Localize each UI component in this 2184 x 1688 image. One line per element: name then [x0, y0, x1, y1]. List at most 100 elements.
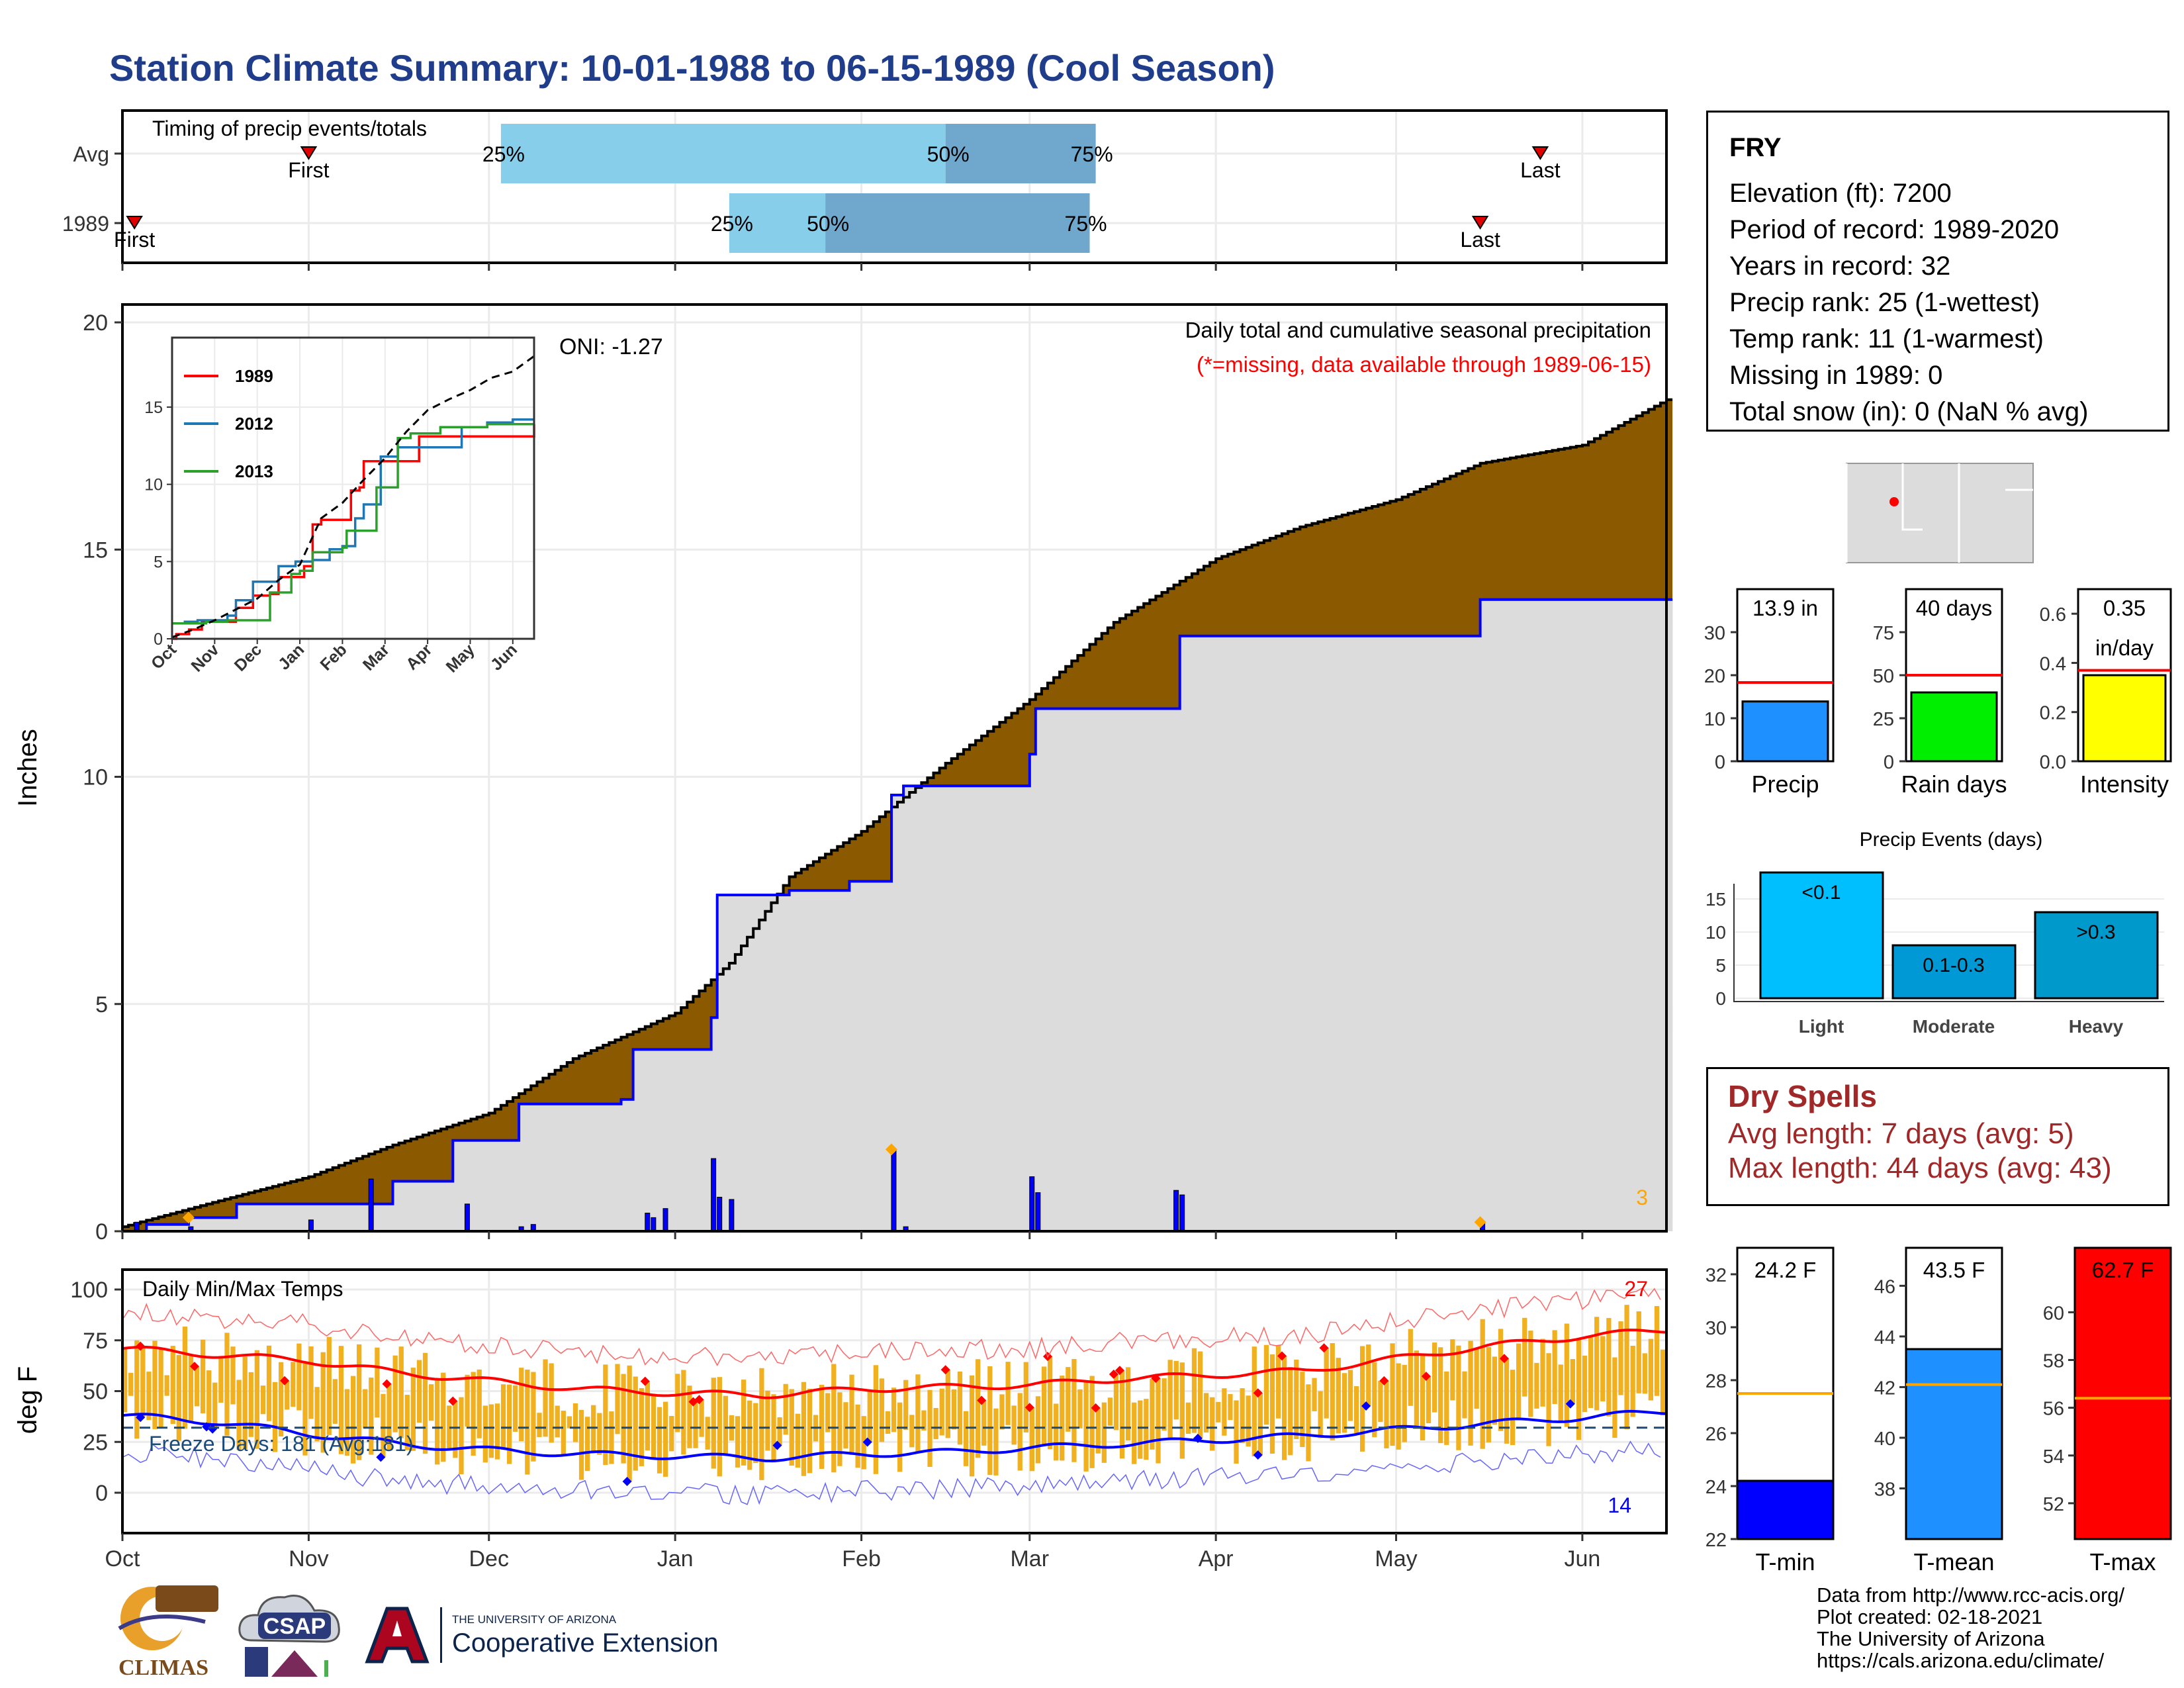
inset-bg — [172, 338, 534, 639]
daily-temp-range-bar — [170, 1346, 175, 1425]
inset-legend-label: 2012 — [235, 414, 273, 434]
daily-temp-range-bar — [999, 1394, 1005, 1430]
daily-temp-range-bar — [134, 1340, 140, 1439]
station-years: Years in record: 32 — [1729, 252, 1951, 281]
daily-temp-range-bar — [777, 1417, 782, 1446]
record-high-marker — [1421, 1372, 1431, 1382]
intensity-axis-label: Intensity — [2080, 771, 2169, 798]
daily-temp-range-bar — [1534, 1362, 1539, 1409]
observed-cumulative-area — [122, 599, 1673, 1231]
daily-temp-range-bar — [1492, 1356, 1498, 1425]
precip-panel-border — [121, 303, 1668, 1233]
daily-precip-bar — [651, 1217, 657, 1232]
daily-temp-range-bar — [987, 1366, 993, 1476]
daily-temp-range-bar — [1251, 1346, 1257, 1457]
daily-temp-range-bar — [1330, 1342, 1335, 1440]
precip-events-y-tick-label: 10 — [1706, 922, 1726, 943]
timing-q50-label: 50% — [927, 142, 970, 166]
station-snow: Total snow (in): 0 (NaN % avg) — [1729, 397, 2089, 426]
record-high-marker — [694, 1395, 704, 1405]
daily-temp-range-bar — [1234, 1400, 1239, 1464]
daily-temp-range-bar — [663, 1401, 668, 1477]
inset-legend-label: 2013 — [235, 461, 273, 481]
first-event-label: First — [114, 228, 155, 252]
daily-precip-bar — [134, 1221, 140, 1232]
tmin-summary-bar — [1736, 1479, 1835, 1540]
last-event-label: Last — [1460, 228, 1500, 252]
daily-temp-range-bar — [218, 1357, 224, 1403]
tmin-axis-label: T-min — [1756, 1548, 1815, 1575]
record-low-marker — [208, 1424, 218, 1434]
last-event-marker — [1471, 216, 1489, 230]
daily-temp-range-bar — [759, 1368, 764, 1480]
daily-temp-range-bar — [1263, 1344, 1269, 1425]
daily-temp-range-bar — [578, 1409, 584, 1480]
daily-temp-range-bar — [128, 1372, 134, 1396]
daily-temp-range-bar — [1402, 1364, 1407, 1442]
daily-temp-range-bar — [488, 1404, 494, 1458]
inset-border — [171, 336, 535, 640]
first-event-label: First — [288, 158, 329, 182]
temp-y-tick-label: 100 — [70, 1278, 108, 1303]
record-high-marker — [940, 1365, 950, 1375]
credit-line-created: Plot created: 02-18-2021 — [1817, 1605, 2043, 1628]
daily-temp-range-bar — [435, 1378, 440, 1465]
daily-temp-range-bar — [1324, 1348, 1329, 1419]
first-event-marker — [126, 216, 143, 230]
daily-temp-range-bar — [1066, 1367, 1071, 1432]
record-high-marker — [1499, 1354, 1509, 1364]
rain_days-y-tick-label: 50 — [1873, 666, 1894, 687]
daily-temp-range-bar — [410, 1368, 416, 1451]
climas-logo-text: CLIMAS — [118, 1656, 208, 1680]
month-x-tick-label: Dec — [469, 1546, 509, 1571]
daily-temp-range-bar — [471, 1372, 476, 1456]
daily-temp-range-bar — [543, 1359, 548, 1437]
record-precip-count: 3 — [1636, 1186, 1648, 1209]
daily-temp-range-bar — [687, 1385, 692, 1448]
average-cumulative-line — [122, 398, 1673, 1229]
daily-temp-range-bar — [1204, 1393, 1209, 1433]
daily-temp-range-bar — [1528, 1331, 1533, 1417]
daily-temp-range-bar — [705, 1417, 710, 1450]
daily-temp-range-bar — [1191, 1348, 1197, 1433]
daily-temp-range-bar — [1071, 1358, 1077, 1462]
daily-temp-range-bar — [320, 1352, 326, 1453]
daily-temp-range-bar — [976, 1359, 981, 1458]
daily-temp-range-bar — [459, 1397, 464, 1475]
dry-spells-max: Max length: 44 days (avg: 43) — [1728, 1152, 2112, 1184]
daily-temp-range-bar — [254, 1350, 259, 1449]
daily-temp-range-bar — [735, 1416, 741, 1468]
daily-temp-range-bar — [1144, 1399, 1149, 1460]
precip-events-title: Precip Events (days) — [1860, 829, 2043, 851]
daily-temp-range-bar — [1288, 1367, 1293, 1456]
temp-y-axis-label: deg F — [13, 1366, 42, 1434]
precip-events-y-tick-label: 5 — [1715, 955, 1726, 976]
daily-temp-range-bar — [1582, 1355, 1588, 1413]
tmean-y-tick-label: 42 — [1874, 1378, 1895, 1399]
daily-temp-range-bar — [1023, 1362, 1028, 1432]
month-x-tick-label: Oct — [105, 1546, 140, 1571]
tmin-y-tick-label: 22 — [1706, 1530, 1727, 1551]
daily-temp-range-bar — [296, 1343, 302, 1411]
daily-temp-range-bar — [789, 1389, 794, 1466]
daily-precip-bar — [645, 1213, 651, 1232]
daily-temp-range-bar — [332, 1379, 338, 1424]
timing-q25-label: 25% — [711, 212, 753, 236]
precip-y-tick-label: 20 — [1704, 666, 1725, 687]
daily-temp-range-bar — [164, 1375, 169, 1396]
daily-temp-range-bar — [422, 1352, 428, 1454]
daily-temp-range-bar — [1132, 1402, 1137, 1464]
inset-y-tick-label: 5 — [154, 553, 163, 571]
timing-row-label: Avg — [73, 142, 109, 166]
temp-y-tick-label: 75 — [83, 1329, 108, 1354]
tmean-axis-label: T-mean — [1913, 1548, 1994, 1575]
daily-temp-range-bar — [1618, 1321, 1623, 1395]
daily-temp-range-bar — [1396, 1363, 1401, 1450]
state-map — [1846, 463, 2034, 563]
daily-temp-range-bar — [152, 1340, 158, 1429]
daily-temp-range-bar — [873, 1365, 878, 1474]
daily-temp-range-bar — [675, 1374, 680, 1432]
temp-panel-border — [121, 1268, 1668, 1534]
daily-temp-range-bar — [1353, 1386, 1359, 1433]
daily-temp-range-bar — [765, 1390, 770, 1451]
